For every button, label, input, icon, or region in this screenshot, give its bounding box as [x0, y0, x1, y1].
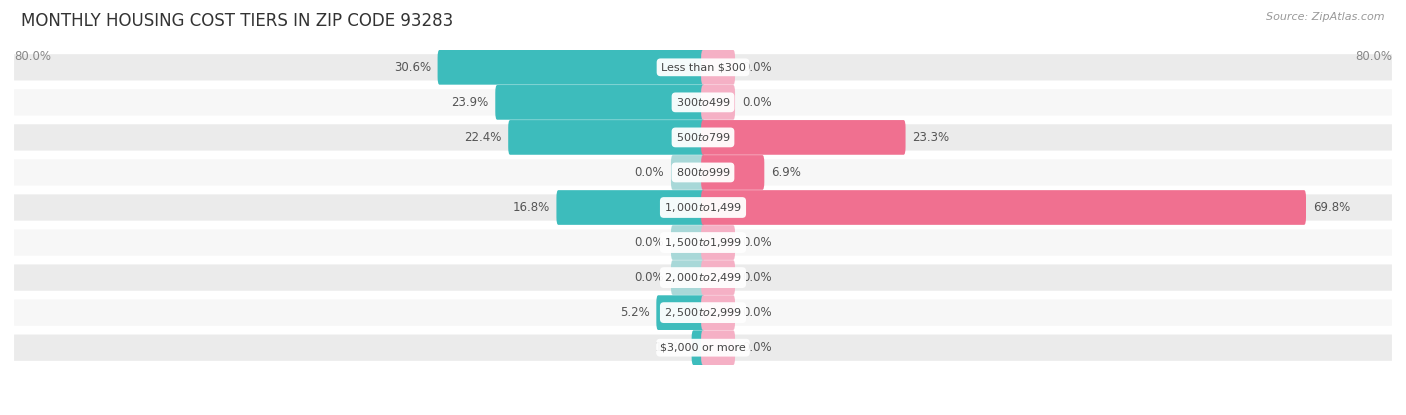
- Text: 16.8%: 16.8%: [512, 201, 550, 214]
- FancyBboxPatch shape: [702, 260, 735, 295]
- FancyBboxPatch shape: [14, 89, 1392, 115]
- FancyBboxPatch shape: [508, 120, 704, 155]
- FancyBboxPatch shape: [14, 334, 1392, 361]
- Text: $2,000 to $2,499: $2,000 to $2,499: [664, 271, 742, 284]
- Text: 23.3%: 23.3%: [912, 131, 949, 144]
- FancyBboxPatch shape: [14, 54, 1392, 81]
- Text: 5.2%: 5.2%: [620, 306, 650, 319]
- Text: 0.0%: 0.0%: [634, 166, 664, 179]
- Text: $3,000 or more: $3,000 or more: [661, 343, 745, 353]
- Text: 0.0%: 0.0%: [742, 271, 772, 284]
- FancyBboxPatch shape: [557, 190, 704, 225]
- FancyBboxPatch shape: [671, 260, 704, 295]
- FancyBboxPatch shape: [671, 155, 704, 190]
- Text: 0.0%: 0.0%: [634, 271, 664, 284]
- Text: Source: ZipAtlas.com: Source: ZipAtlas.com: [1267, 12, 1385, 22]
- FancyBboxPatch shape: [692, 330, 704, 365]
- Text: $1,000 to $1,499: $1,000 to $1,499: [664, 201, 742, 214]
- Text: $800 to $999: $800 to $999: [675, 166, 731, 178]
- Text: 0.0%: 0.0%: [742, 306, 772, 319]
- Text: $500 to $799: $500 to $799: [675, 132, 731, 144]
- Text: $1,500 to $1,999: $1,500 to $1,999: [664, 236, 742, 249]
- Text: 0.0%: 0.0%: [634, 236, 664, 249]
- FancyBboxPatch shape: [702, 225, 735, 260]
- Text: 22.4%: 22.4%: [464, 131, 502, 144]
- Text: Less than $300: Less than $300: [661, 62, 745, 72]
- Text: 23.9%: 23.9%: [451, 96, 488, 109]
- FancyBboxPatch shape: [702, 85, 735, 120]
- Text: 80.0%: 80.0%: [1355, 50, 1392, 63]
- FancyBboxPatch shape: [14, 124, 1392, 151]
- FancyBboxPatch shape: [702, 190, 1306, 225]
- FancyBboxPatch shape: [14, 194, 1392, 221]
- Text: 80.0%: 80.0%: [14, 50, 51, 63]
- FancyBboxPatch shape: [14, 300, 1392, 326]
- Text: 6.9%: 6.9%: [770, 166, 801, 179]
- Text: 30.6%: 30.6%: [394, 61, 430, 74]
- Text: 1.1%: 1.1%: [655, 341, 685, 354]
- FancyBboxPatch shape: [495, 85, 704, 120]
- Text: 0.0%: 0.0%: [742, 236, 772, 249]
- Text: $300 to $499: $300 to $499: [675, 96, 731, 108]
- Text: MONTHLY HOUSING COST TIERS IN ZIP CODE 93283: MONTHLY HOUSING COST TIERS IN ZIP CODE 9…: [21, 12, 453, 30]
- FancyBboxPatch shape: [671, 225, 704, 260]
- FancyBboxPatch shape: [14, 264, 1392, 291]
- FancyBboxPatch shape: [437, 50, 704, 85]
- FancyBboxPatch shape: [702, 295, 735, 330]
- FancyBboxPatch shape: [14, 229, 1392, 256]
- Text: 0.0%: 0.0%: [742, 341, 772, 354]
- FancyBboxPatch shape: [702, 155, 765, 190]
- Text: $2,500 to $2,999: $2,500 to $2,999: [664, 306, 742, 319]
- FancyBboxPatch shape: [702, 120, 905, 155]
- FancyBboxPatch shape: [702, 50, 735, 85]
- Text: 0.0%: 0.0%: [742, 96, 772, 109]
- FancyBboxPatch shape: [14, 159, 1392, 186]
- Text: 69.8%: 69.8%: [1313, 201, 1350, 214]
- FancyBboxPatch shape: [657, 295, 704, 330]
- FancyBboxPatch shape: [702, 330, 735, 365]
- Text: 0.0%: 0.0%: [742, 61, 772, 74]
